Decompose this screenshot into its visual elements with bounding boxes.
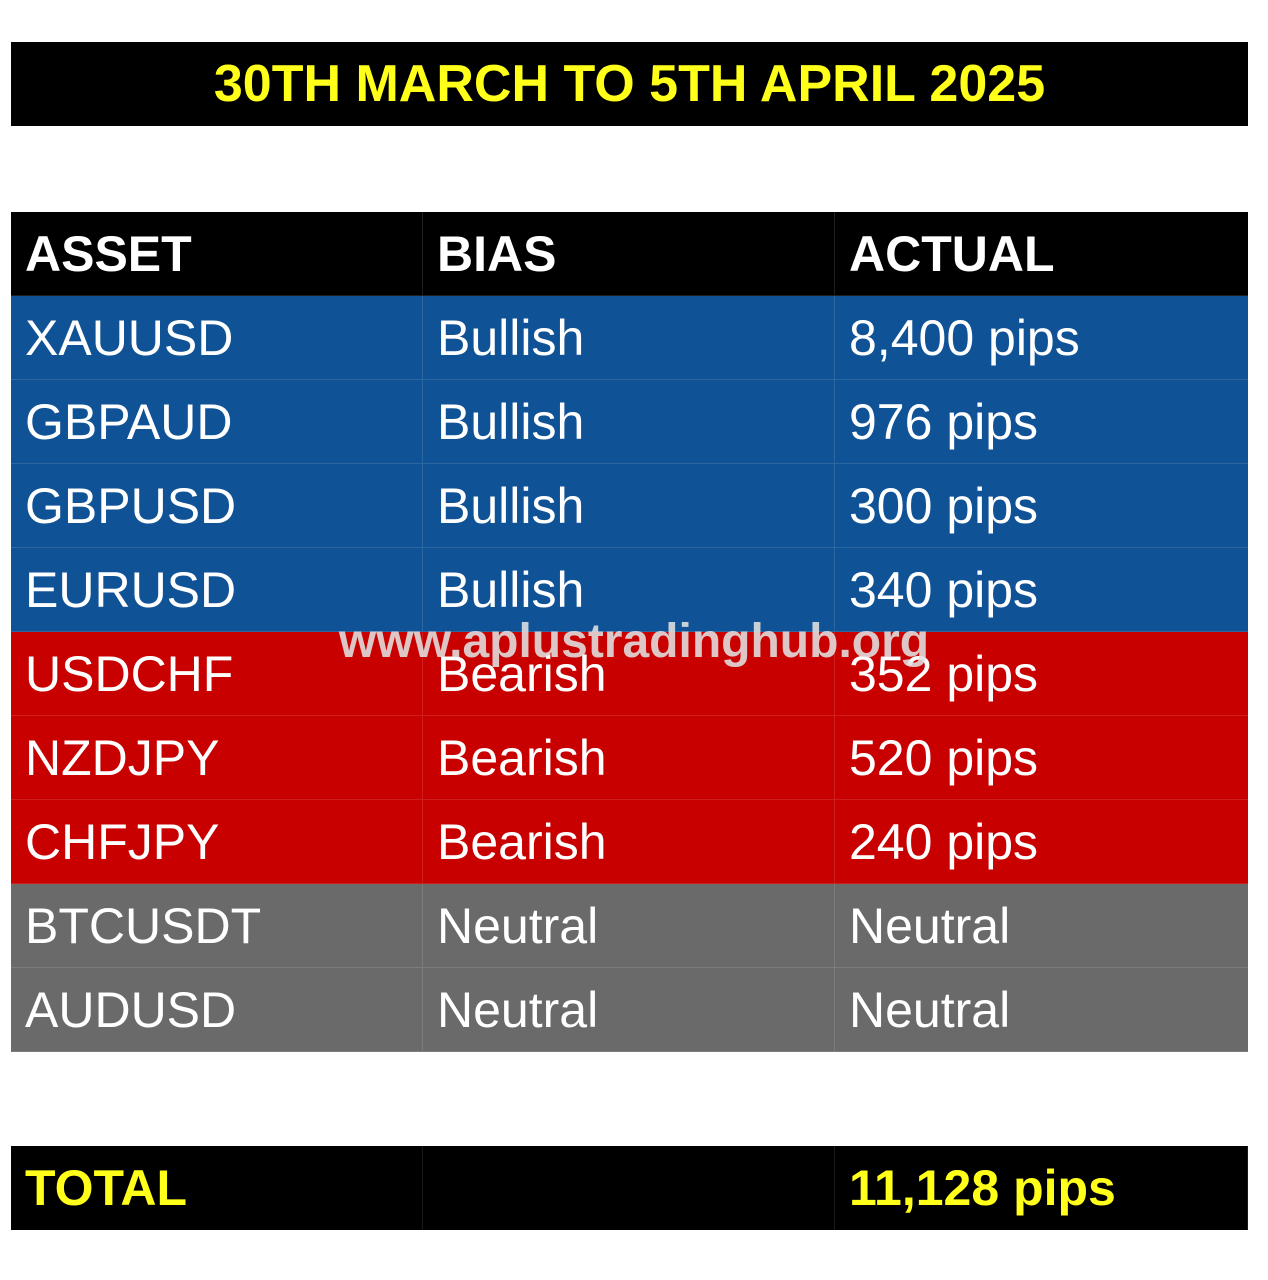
total-label: TOTAL: [11, 1146, 423, 1230]
asset-cell: EURUSD: [11, 548, 423, 631]
asset-cell: USDCHF: [11, 632, 423, 715]
asset-cell: BTCUSDT: [11, 884, 423, 967]
table-row: EURUSD Bullish 340 pips: [11, 548, 1248, 632]
bias-cell: Bullish: [423, 296, 835, 379]
asset-cell: NZDJPY: [11, 716, 423, 799]
bias-cell: Bullish: [423, 464, 835, 547]
actual-cell: Neutral: [849, 897, 1011, 954]
header-bias: BIAS: [423, 212, 835, 295]
asset-cell: CHFJPY: [11, 800, 423, 883]
bias-cell: Bullish: [423, 548, 835, 631]
bias-cell: Bearish: [423, 716, 835, 799]
table-row: XAUUSD Bullish 8,400 pips: [11, 296, 1248, 380]
asset-cell: GBPAUD: [11, 380, 423, 463]
table-row: BTCUSDT Neutral Neutral: [11, 884, 1248, 968]
table-row: USDCHF Bearish 352 pips: [11, 632, 1248, 716]
bias-cell: Bearish: [423, 800, 835, 883]
asset-cell: GBPUSD: [11, 464, 423, 547]
total-row: TOTAL 11,128 pips: [11, 1146, 1248, 1230]
table-header-row: ASSET BIAS ACTUAL: [11, 212, 1248, 296]
bias-cell: Neutral: [423, 968, 835, 1051]
actual-cell: 976 pips: [849, 393, 1039, 450]
table-row: AUDUSD Neutral Neutral: [11, 968, 1248, 1052]
bias-cell: Neutral: [423, 884, 835, 967]
results-table: ASSET BIAS ACTUAL XAUUSD Bullish 8,400 p…: [11, 212, 1248, 1052]
actual-cell: 352 pips: [849, 645, 1039, 702]
table-row: GBPUSD Bullish 300 pips: [11, 464, 1248, 548]
total-value: 11,128 pips: [835, 1146, 1248, 1230]
bias-cell: Bearish: [423, 632, 835, 715]
table-row: CHFJPY Bearish 240 pips: [11, 800, 1248, 884]
table-row: NZDJPY Bearish 520 pips: [11, 716, 1248, 800]
header-actual: ACTUAL: [849, 225, 1055, 282]
asset-cell: AUDUSD: [11, 968, 423, 1051]
asset-cell: XAUUSD: [11, 296, 423, 379]
total-middle: [423, 1146, 835, 1230]
title-banner: 30TH MARCH TO 5TH APRIL 2025: [11, 42, 1248, 126]
table-row: GBPAUD Bullish 976 pips: [11, 380, 1248, 464]
actual-cell: 520 pips: [849, 729, 1039, 786]
bias-cell: Bullish: [423, 380, 835, 463]
actual-cell: 300 pips: [849, 477, 1039, 534]
actual-cell: Neutral: [849, 981, 1011, 1038]
actual-cell: 240 pips: [849, 813, 1039, 870]
header-asset: ASSET: [11, 212, 423, 295]
actual-cell: 340 pips: [849, 561, 1039, 618]
actual-cell: 8,400 pips: [849, 309, 1080, 366]
page-title: 30TH MARCH TO 5TH APRIL 2025: [213, 55, 1046, 113]
